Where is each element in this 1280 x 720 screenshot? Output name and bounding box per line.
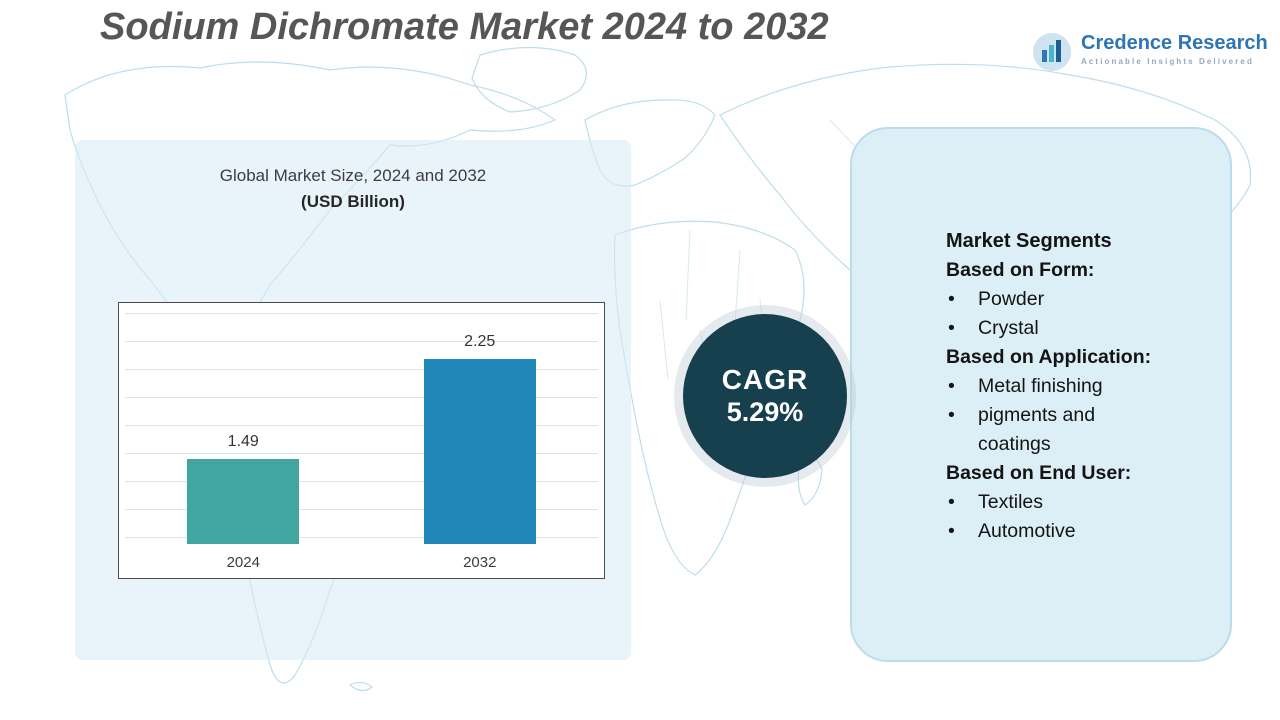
segment-item-text: Powder	[978, 288, 1045, 310]
bar-value-label-2032: 2.25	[464, 333, 496, 351]
segment-item-text: Metal finishing	[978, 375, 1103, 397]
bar-2024	[187, 459, 300, 544]
segment-group-label-0: Based on Form:	[946, 259, 1095, 281]
segment-item: • Automotive	[946, 517, 1202, 546]
x-axis-label-2024: 2024	[226, 554, 260, 571]
bar-value-label-2024: 1.49	[227, 433, 259, 451]
segments-heading: Market Segments	[946, 230, 1112, 252]
segment-item: • Metal finishing	[946, 372, 1202, 401]
x-axis-labels: 2024 2032	[125, 554, 598, 571]
bullet-icon: •	[948, 375, 955, 397]
bullet-icon: •	[948, 317, 955, 339]
bullet-icon: •	[948, 491, 955, 513]
segment-item-text: Automotive	[978, 520, 1076, 542]
bullet-icon: •	[948, 520, 955, 542]
bar-chart-frame: 1.49 2.25 2024 2032	[118, 302, 605, 579]
logo-text: Credence Research Actionable Insights De…	[1081, 32, 1268, 66]
chart-subtitle: (USD Billion)	[301, 192, 405, 211]
chart-plot-area: 1.49 2.25	[125, 313, 598, 544]
credence-research-logo: Credence Research Actionable Insights De…	[1032, 32, 1268, 72]
bar-2032	[423, 359, 536, 544]
segment-group-label-1: Based on Application:	[946, 346, 1152, 368]
market-size-panel: Global Market Size, 2024 and 2032 (USD B…	[75, 140, 631, 660]
segment-item: • Crystal	[946, 314, 1202, 343]
bar-column-2024: 1.49	[125, 313, 362, 544]
chart-title: Global Market Size, 2024 and 2032	[219, 166, 487, 185]
segment-item: • Textiles	[946, 488, 1202, 517]
segment-item-text: Textiles	[978, 491, 1044, 513]
bar-column-2032: 2.25	[362, 313, 599, 544]
logo-tagline: Actionable Insights Delivered	[1081, 57, 1254, 66]
segment-item-text: Crystal	[978, 317, 1039, 339]
segments-list: Market Segments Based on Form: • Powder • Cry…	[852, 129, 1230, 546]
segment-item: • Powder	[946, 285, 1202, 314]
logo-name: Credence Research	[1081, 32, 1268, 54]
segment-group-label-2: Based on End User:	[946, 462, 1132, 484]
cagr-label: CAGR	[721, 364, 809, 395]
cagr-badge: CAGR 5.29%	[683, 314, 847, 478]
market-segments-panel: Market Segments Based on Form: • Powder • Cry…	[850, 127, 1232, 662]
x-axis-label-2032: 2032	[463, 554, 497, 571]
page-title: Sodium Dichromate Market 2024 to 2032	[100, 6, 829, 48]
island-small	[348, 681, 373, 692]
continent-greenland	[471, 46, 587, 113]
segment-item: • pigments and coatings	[946, 401, 1202, 459]
logo-bar-chart-icon	[1033, 33, 1071, 71]
chart-bars: 1.49 2.25	[125, 313, 598, 544]
cagr-value: 5.29%	[726, 397, 804, 427]
bullet-icon: •	[948, 404, 955, 426]
bullet-icon: •	[948, 288, 955, 310]
segment-item-text: pigments and coatings	[978, 404, 1096, 455]
